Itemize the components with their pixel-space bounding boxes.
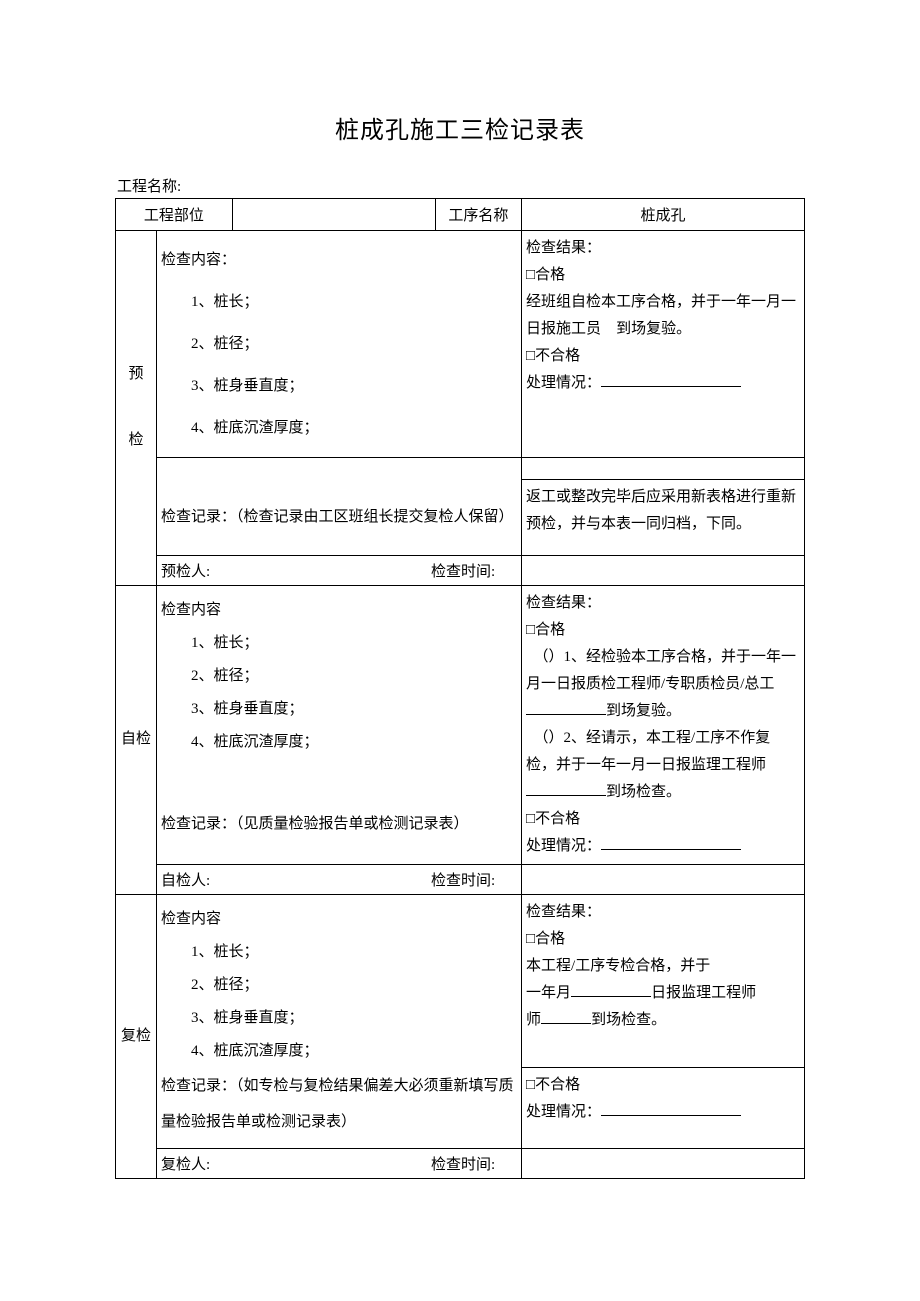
precheck-content-title: 检查内容： <box>161 239 517 281</box>
recheck-section-label: 复检 <box>116 894 157 1178</box>
selfcheck-result-title: 检查结果： <box>526 590 800 617</box>
selfcheck-content-title: 检查内容 <box>161 594 517 627</box>
project-name-label: 工程名称: <box>115 175 805 196</box>
selfcheck-signer-right-cell <box>522 864 805 894</box>
precheck-signer-row: 预检人: 检查时间: <box>116 555 805 585</box>
selfcheck-signer-label: 自检人: <box>161 869 431 890</box>
recheck-pass-text2: 一年月日报监理工程师 <box>526 980 800 1007</box>
recheck-item-4: 4、桩底沉渣厚度； <box>161 1035 517 1068</box>
recheck-result-bottom: □不合格 处理情况： <box>522 1068 805 1149</box>
table-header-row: 工程部位 工序名称 桩成孔 <box>116 199 805 231</box>
precheck-spacer <box>116 458 805 480</box>
selfcheck-content: 检查内容 1、桩长； 2、桩径； 3、桩身垂直度； 4、桩底沉渣厚度； <box>157 585 522 786</box>
selfcheck-content-row: 自检 检查内容 1、桩长； 2、桩径； 3、桩身垂直度； 4、桩底沉渣厚度； 检… <box>116 585 805 786</box>
selfcheck-item-2: 2、桩径； <box>161 660 517 693</box>
recheck-result-title: 检查结果： <box>526 899 800 926</box>
precheck-content-row: 预检 检查内容： 1、桩长； 2、桩径； 3、桩身垂直度； 4、桩底沉渣厚度； … <box>116 231 805 458</box>
precheck-item-2: 2、桩径； <box>161 323 517 365</box>
precheck-time-label: 检查时间: <box>431 560 517 581</box>
recheck-signer-label: 复检人: <box>161 1153 431 1174</box>
selfcheck-signer: 自检人: 检查时间: <box>157 864 522 894</box>
precheck-pass-text: 经班组自检本工序合格，并于一年一月一日报施工员 到场复验。 <box>526 289 800 343</box>
recheck-signer-row: 复检人: 检查时间: <box>116 1148 805 1178</box>
precheck-item-4: 4、桩底沉渣厚度； <box>161 407 517 449</box>
precheck-signer: 预检人: 检查时间: <box>157 555 522 585</box>
recheck-pass-label: □合格 <box>526 926 800 953</box>
selfcheck-item-1: 1、桩长； <box>161 627 517 660</box>
recheck-item-3: 3、桩身垂直度； <box>161 1002 517 1035</box>
precheck-item-1: 1、桩长； <box>161 281 517 323</box>
selfcheck-result: 检查结果： □合格 （）1、经检验本工序合格，并于一年一月一日报质检工程师/专职… <box>522 585 805 864</box>
selfcheck-section-label: 自检 <box>116 585 157 894</box>
selfcheck-opt2: （）2、经请示，本工程/工序不作复检，并于一年一月一日报监理工程师到场检查。 <box>526 725 800 806</box>
precheck-fail-label: □不合格 <box>526 343 800 370</box>
precheck-record-row: 检查记录：（检查记录由工区班组长提交复检人保留） 返工或整改完毕后应采用新表格进… <box>116 480 805 556</box>
selfcheck-item-4: 4、桩底沉渣厚度； <box>161 726 517 759</box>
selfcheck-fail-label: □不合格 <box>526 806 800 833</box>
selfcheck-handle: 处理情况： <box>526 833 800 860</box>
precheck-record: 检查记录：（检查记录由工区班组长提交复检人保留） <box>157 480 522 556</box>
project-part-value <box>232 199 435 231</box>
recheck-signer: 复检人: 检查时间: <box>157 1148 522 1178</box>
process-name-label: 工序名称 <box>435 199 521 231</box>
precheck-pass-label: □合格 <box>526 262 800 289</box>
precheck-result-top: 检查结果： □合格 经班组自检本工序合格，并于一年一月一日报施工员 到场复验。 … <box>522 231 805 458</box>
selfcheck-pass-label: □合格 <box>526 617 800 644</box>
selfcheck-item-3: 3、桩身垂直度； <box>161 693 517 726</box>
selfcheck-record: 检查记录：（见质量检验报告单或检测记录表） <box>157 786 522 864</box>
precheck-signer-label: 预检人: <box>161 560 431 581</box>
precheck-section-label: 预检 <box>116 231 157 586</box>
recheck-content: 检查内容 1、桩长； 2、桩径； 3、桩身垂直度； 4、桩底沉渣厚度； <box>157 894 522 1068</box>
project-part-label: 工程部位 <box>116 199 233 231</box>
selfcheck-time-label: 检查时间: <box>431 869 517 890</box>
recheck-record-row: 检查记录：（如专检与复检结果偏差大必须重新填写质量检验报告单或检测记录表） □不… <box>116 1068 805 1149</box>
recheck-signer-right-cell <box>522 1148 805 1178</box>
precheck-signer-right-cell <box>522 555 805 585</box>
inspection-table: 工程部位 工序名称 桩成孔 预检 检查内容： 1、桩长； 2、桩径； 3、桩身垂… <box>115 198 805 1179</box>
document-title: 桩成孔施工三检记录表 <box>115 110 805 145</box>
recheck-result-top: 检查结果： □合格 本工程/工序专检合格，并于 一年月日报监理工程师 师到场检查… <box>522 894 805 1068</box>
recheck-item-2: 2、桩径； <box>161 969 517 1002</box>
recheck-pass-text3: 师到场检查。 <box>526 1007 800 1034</box>
recheck-handle: 处理情况： <box>526 1099 800 1126</box>
selfcheck-signer-row: 自检人: 检查时间: <box>116 864 805 894</box>
precheck-content: 检查内容： 1、桩长； 2、桩径； 3、桩身垂直度； 4、桩底沉渣厚度； <box>157 231 522 458</box>
recheck-record: 检查记录：（如专检与复检结果偏差大必须重新填写质量检验报告单或检测记录表） <box>157 1068 522 1149</box>
selfcheck-opt1: （）1、经检验本工序合格，并于一年一月一日报质检工程师/专职质检员/总工到场复验… <box>526 644 800 725</box>
recheck-time-label: 检查时间: <box>431 1153 517 1174</box>
recheck-fail-label: □不合格 <box>526 1072 800 1099</box>
precheck-item-3: 3、桩身垂直度； <box>161 365 517 407</box>
precheck-handle: 处理情况： <box>526 370 800 397</box>
recheck-item-1: 1、桩长； <box>161 936 517 969</box>
precheck-rework: 返工或整改完毕后应采用新表格进行重新预检，并与本表一同归档，下同。 <box>522 480 805 556</box>
precheck-result-title: 检查结果： <box>526 235 800 262</box>
recheck-content-title: 检查内容 <box>161 903 517 936</box>
recheck-content-row: 复检 检查内容 1、桩长； 2、桩径； 3、桩身垂直度； 4、桩底沉渣厚度； 检… <box>116 894 805 1068</box>
process-name-value: 桩成孔 <box>522 199 805 231</box>
recheck-pass-text1: 本工程/工序专检合格，并于 <box>526 953 800 980</box>
